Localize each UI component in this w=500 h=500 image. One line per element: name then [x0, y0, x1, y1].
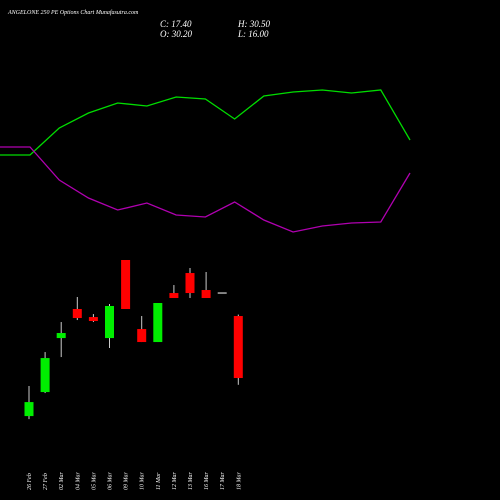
x-tick-label: 27 Feb	[43, 473, 49, 490]
close-info: C: 17.40	[160, 19, 192, 29]
x-tick-label: 18 Mar	[236, 472, 242, 490]
candle-body	[201, 290, 211, 299]
band-line	[0, 146, 411, 233]
candle-body	[169, 293, 179, 299]
candle-body	[105, 306, 114, 339]
candle-body	[137, 329, 147, 343]
candle-body	[153, 303, 163, 343]
x-tick-label: 11 Mar	[156, 472, 162, 490]
candle-body	[88, 317, 98, 322]
candle-body	[40, 358, 50, 393]
x-tick-label: 16 Mar	[204, 472, 210, 490]
candle-body	[72, 309, 82, 319]
x-tick-label: 10 Mar	[140, 472, 146, 490]
x-tick-label: 13 Mar	[188, 472, 194, 490]
x-tick-label: 17 Mar	[220, 472, 226, 490]
candle-body	[24, 402, 34, 417]
x-tick-label: 06 Mar	[108, 472, 114, 490]
low-info: L: 16.00	[237, 29, 269, 39]
candle-body	[121, 260, 131, 310]
x-tick-label: 26 Feb	[27, 473, 33, 490]
x-tick-label: 12 Mar	[172, 472, 178, 490]
chart-title: ANGELONE 250 PE Options Chart Munafasutr…	[7, 9, 139, 16]
x-tick-label: 09 Mar	[124, 472, 130, 490]
band-line	[0, 89, 411, 156]
candle-body	[56, 333, 66, 339]
candle-body	[233, 316, 243, 379]
x-tick-label: 04 Mar	[74, 472, 81, 490]
x-tick-label: 02 Mar	[59, 472, 65, 490]
high-info: H: 30.50	[237, 19, 270, 29]
candle-body	[185, 273, 195, 294]
open-info: O: 30.20	[160, 29, 192, 39]
x-tick-label: 05 Mar	[91, 472, 97, 490]
candle-body	[217, 292, 227, 294]
